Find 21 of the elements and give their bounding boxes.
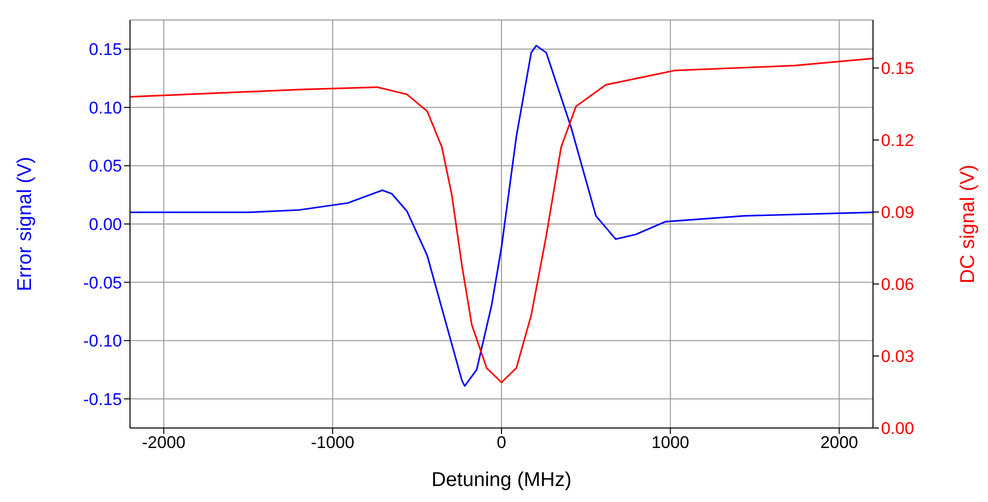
y2-tick-label: 0.09	[881, 203, 914, 222]
y2-axis-title: DC signal (V)	[957, 164, 980, 284]
y2-tick-label: 0.03	[881, 347, 914, 366]
y-tick-label: 0.15	[88, 40, 122, 60]
y-tick-label: -0.05	[83, 273, 122, 292]
y2-tick-label: 0.12	[881, 131, 914, 150]
x-tick-label: 0	[496, 433, 506, 452]
y-tick-label: 0.10	[88, 98, 122, 118]
y2-tick-label: 0.15	[881, 59, 914, 78]
y2-tick-label: 0.00	[881, 419, 914, 438]
y-axis-title: Error signal (V)	[14, 156, 36, 292]
x-tick-label: -1000	[310, 433, 354, 452]
x-axis-title: Detuning (MHz)	[431, 469, 572, 491]
y-tick-label: 0.00	[88, 215, 122, 234]
y2-tick-label: 0.06	[881, 275, 914, 294]
x-tick-label: 2000	[820, 433, 858, 452]
y-tick-label: -0.10	[83, 332, 122, 351]
x-tick-label: 1000	[651, 433, 690, 452]
y-tick-label: -0.15	[83, 390, 122, 409]
y-tick-label: 0.05	[88, 156, 122, 176]
x-tick-label: -2000	[142, 433, 186, 452]
